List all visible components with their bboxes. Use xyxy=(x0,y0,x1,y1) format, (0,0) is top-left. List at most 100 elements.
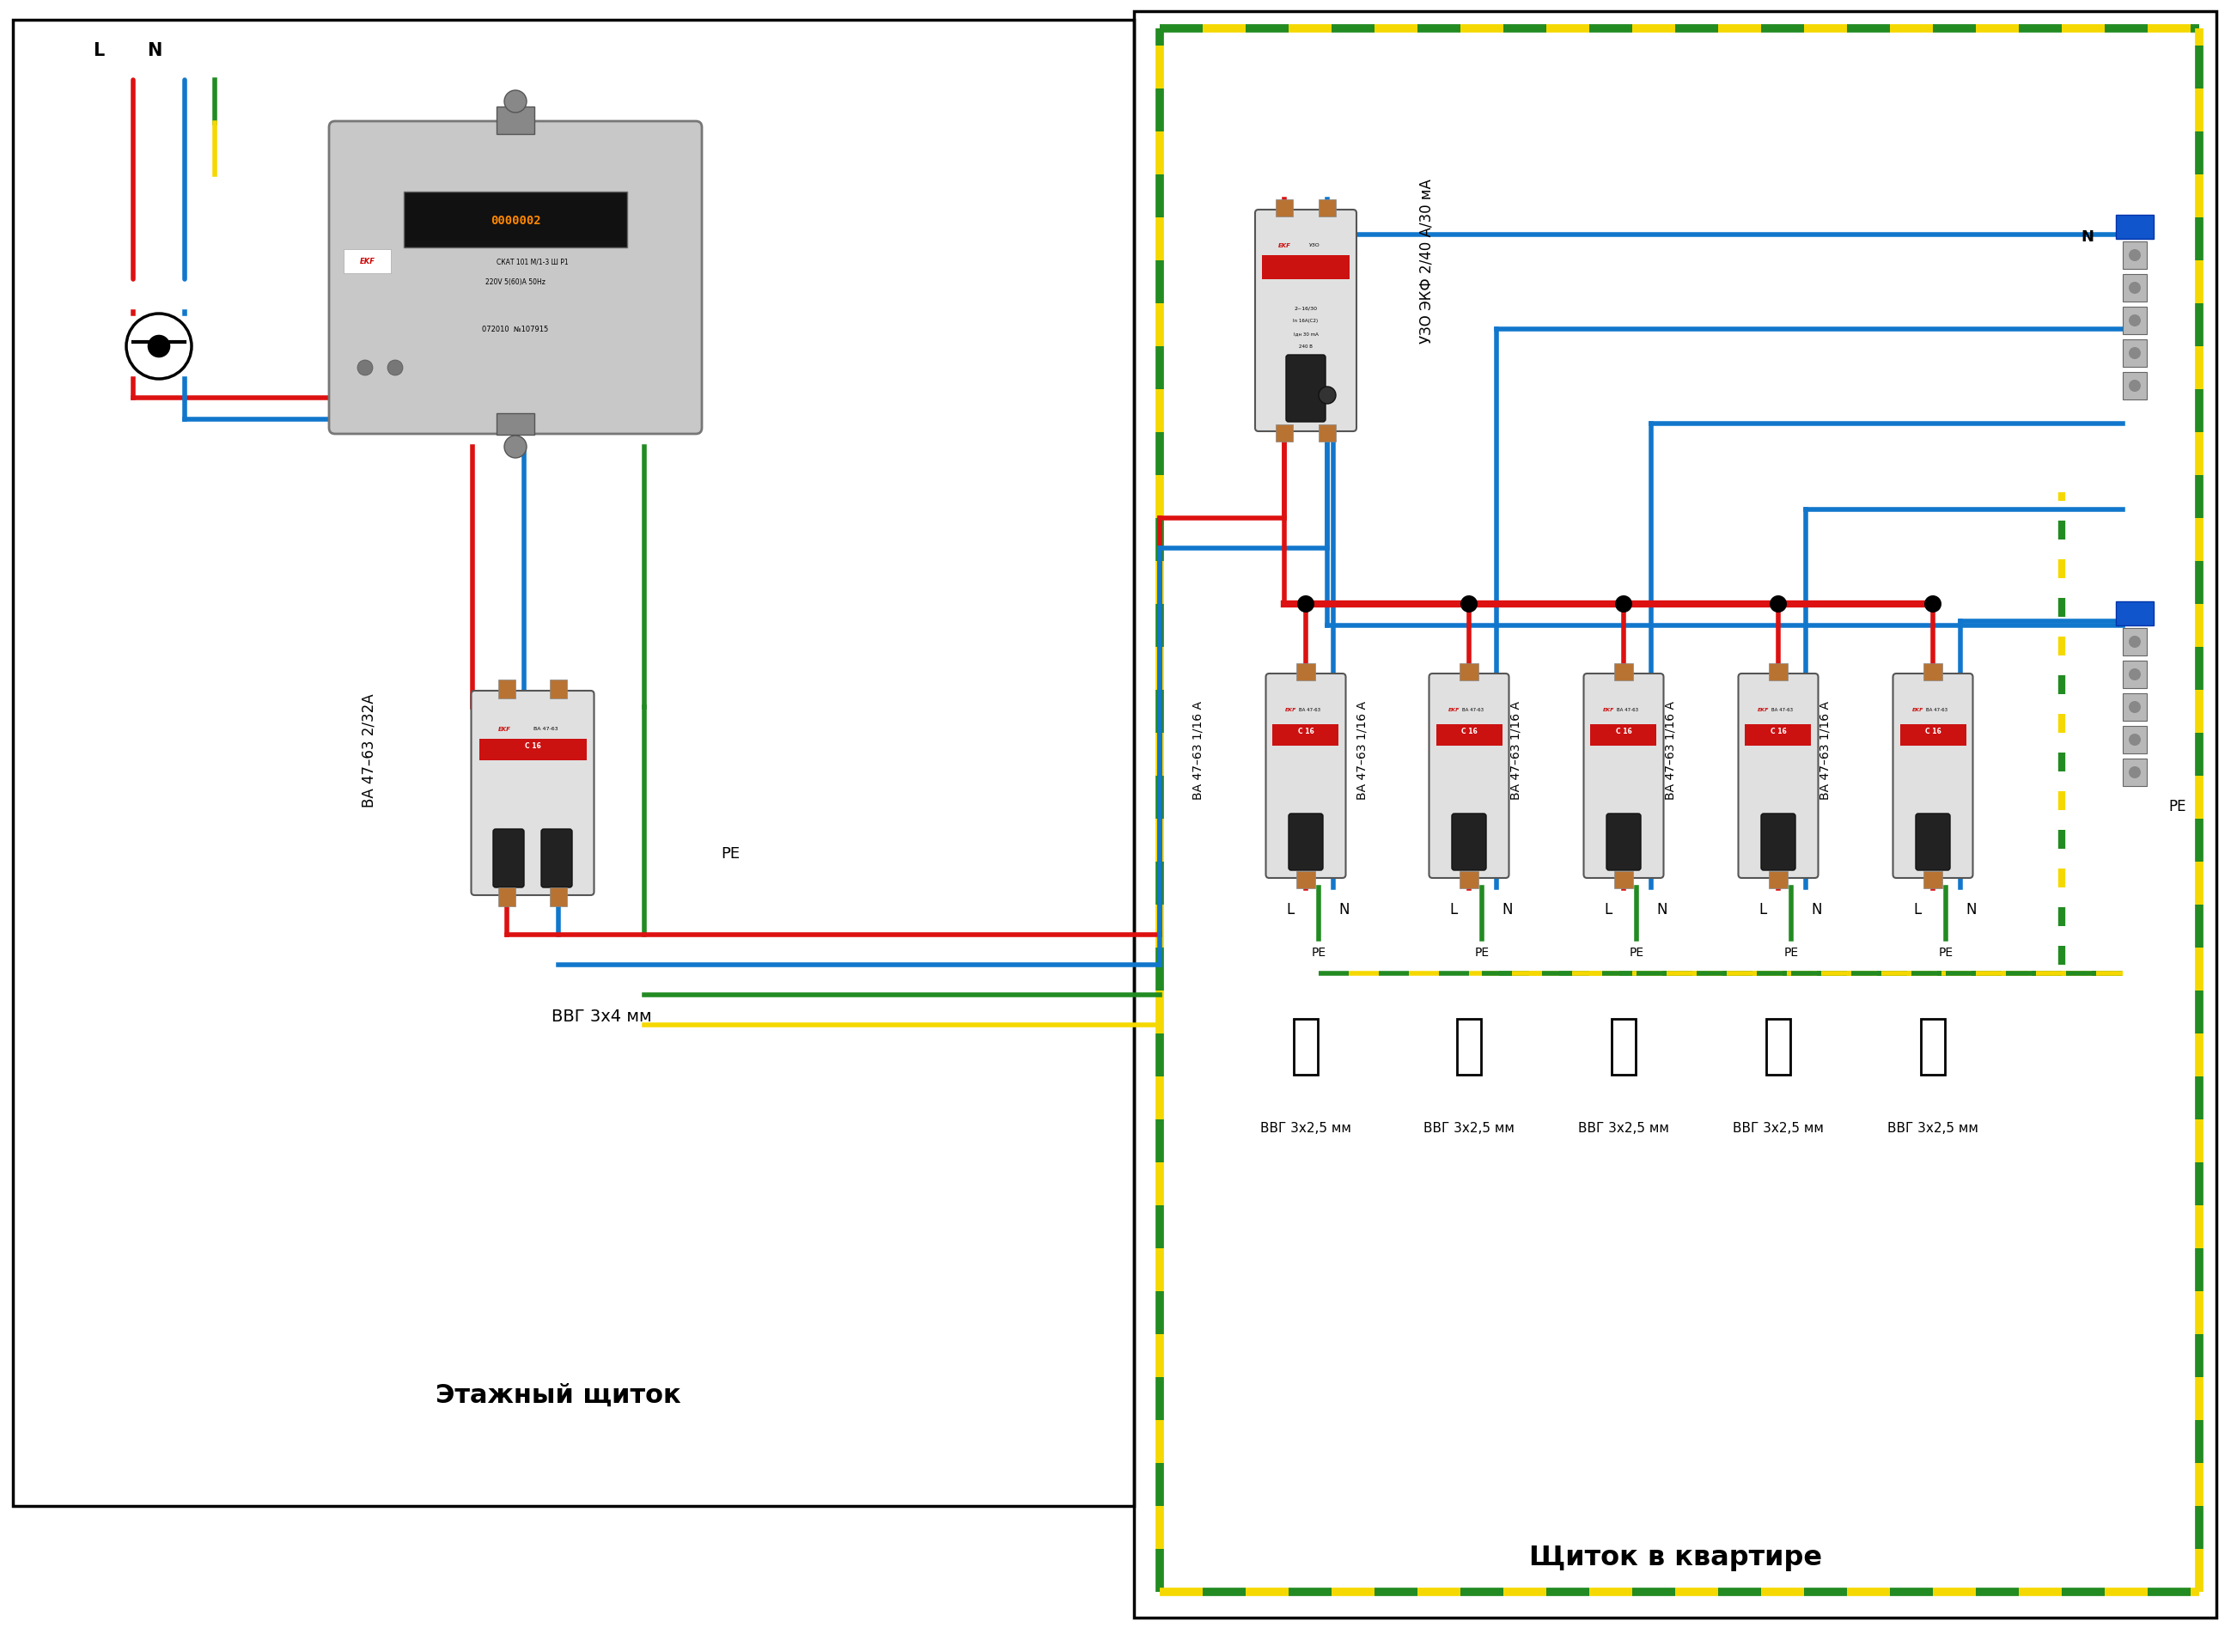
Bar xyxy=(1134,12,2217,1617)
Text: N: N xyxy=(148,41,161,59)
Bar xyxy=(499,887,515,907)
Text: In 16A(C2): In 16A(C2) xyxy=(1293,319,1318,324)
Text: L: L xyxy=(1913,902,1922,917)
Text: ВВГ 3х2,5 мм: ВВГ 3х2,5 мм xyxy=(1259,1122,1351,1135)
Circle shape xyxy=(2130,282,2141,294)
Bar xyxy=(1924,664,1942,681)
Circle shape xyxy=(1924,596,1942,613)
Circle shape xyxy=(1615,596,1633,613)
Bar xyxy=(344,249,391,274)
Text: ВА 47-63: ВА 47-63 xyxy=(1772,707,1794,712)
Circle shape xyxy=(2130,733,2141,747)
FancyBboxPatch shape xyxy=(1429,674,1510,879)
Text: C 16: C 16 xyxy=(1297,727,1313,735)
Bar xyxy=(2123,758,2148,786)
Text: Iдн 30 mA: Iдн 30 mA xyxy=(1293,332,1318,335)
Bar xyxy=(1924,872,1942,889)
Text: ВВГ 3х2,5 мм: ВВГ 3х2,5 мм xyxy=(1423,1122,1514,1135)
FancyBboxPatch shape xyxy=(1584,674,1664,879)
Text: C 16: C 16 xyxy=(523,742,541,750)
Bar xyxy=(1459,872,1479,889)
Bar xyxy=(1318,425,1335,443)
Text: C 16: C 16 xyxy=(1461,727,1476,735)
Text: PE: PE xyxy=(1783,947,1799,958)
Bar xyxy=(1615,664,1633,681)
Bar xyxy=(2116,601,2154,626)
Bar xyxy=(2123,274,2148,302)
Bar xyxy=(1275,200,1293,216)
Bar xyxy=(2123,628,2148,656)
Bar xyxy=(1745,725,1812,747)
FancyBboxPatch shape xyxy=(1286,355,1327,423)
Bar xyxy=(550,681,566,699)
FancyBboxPatch shape xyxy=(1255,210,1356,431)
Text: EKF: EKF xyxy=(1913,707,1924,712)
Text: ВА 47–63 1/16 А: ВА 47–63 1/16 А xyxy=(1819,700,1832,800)
Text: EKF: EKF xyxy=(1277,243,1291,248)
Text: ВА 47–63 1/16 А: ВА 47–63 1/16 А xyxy=(1664,700,1678,800)
Text: PE: PE xyxy=(720,846,740,861)
Text: N: N xyxy=(1812,902,1823,917)
FancyBboxPatch shape xyxy=(541,829,573,887)
Bar xyxy=(1295,664,1315,681)
Text: ВА 47–63 1/16 А: ВА 47–63 1/16 А xyxy=(1192,700,1204,800)
Bar xyxy=(1275,425,1293,443)
FancyBboxPatch shape xyxy=(1893,674,1973,879)
Bar xyxy=(550,887,566,907)
Circle shape xyxy=(2130,249,2141,263)
FancyBboxPatch shape xyxy=(472,691,595,895)
Circle shape xyxy=(2130,702,2141,714)
Text: L: L xyxy=(94,41,105,59)
Text: Щиток в квартире: Щиток в квартире xyxy=(1528,1545,1821,1571)
Text: ВВГ 3х4 мм: ВВГ 3х4 мм xyxy=(550,1008,651,1024)
Bar xyxy=(1295,872,1315,889)
Text: ВВГ 3х2,5 мм: ВВГ 3х2,5 мм xyxy=(1577,1122,1669,1135)
Text: N: N xyxy=(2080,230,2094,244)
Circle shape xyxy=(387,360,403,377)
Text: N: N xyxy=(1658,902,1667,917)
Circle shape xyxy=(2130,316,2141,327)
Bar xyxy=(403,192,626,248)
Text: L: L xyxy=(1450,902,1459,917)
Circle shape xyxy=(148,335,170,358)
Circle shape xyxy=(358,360,374,377)
Text: 0000002: 0000002 xyxy=(490,215,541,226)
FancyBboxPatch shape xyxy=(1915,814,1951,871)
Circle shape xyxy=(125,314,192,380)
Bar xyxy=(2123,661,2148,689)
Text: ВА 47–63 1/16 А: ВА 47–63 1/16 А xyxy=(1510,700,1521,800)
Text: ВА 47-63: ВА 47-63 xyxy=(1617,707,1640,712)
Bar xyxy=(2123,694,2148,722)
Circle shape xyxy=(1297,596,1315,613)
Text: PE: PE xyxy=(1474,947,1490,958)
Text: L: L xyxy=(1604,902,1613,917)
Text: PE: PE xyxy=(2170,798,2186,814)
Bar xyxy=(1459,664,1479,681)
FancyBboxPatch shape xyxy=(329,122,702,434)
Circle shape xyxy=(2130,669,2141,681)
Bar xyxy=(1769,664,1787,681)
Text: PE: PE xyxy=(1629,947,1644,958)
Text: ВВГ 3х2,5 мм: ВВГ 3х2,5 мм xyxy=(1888,1122,1978,1135)
Text: СКАТ 101 М/1-3 Ш Р1: СКАТ 101 М/1-3 Ш Р1 xyxy=(497,258,568,266)
Bar xyxy=(2123,727,2148,753)
Text: 2~16/30: 2~16/30 xyxy=(1295,306,1318,311)
Text: PE: PE xyxy=(1939,947,1953,958)
Text: ВА 47-63: ВА 47-63 xyxy=(1926,707,1948,712)
Circle shape xyxy=(1318,387,1335,405)
FancyBboxPatch shape xyxy=(1606,814,1640,871)
Text: ВА 47-63: ВА 47-63 xyxy=(532,727,557,732)
Bar xyxy=(2123,373,2148,400)
Circle shape xyxy=(503,436,526,459)
Bar xyxy=(2116,215,2154,240)
Bar xyxy=(1436,725,1501,747)
Text: ВА 47-63: ВА 47-63 xyxy=(1300,707,1320,712)
Bar xyxy=(1273,725,1340,747)
Bar xyxy=(1767,1019,1790,1074)
Bar xyxy=(1318,200,1335,216)
Circle shape xyxy=(503,91,526,114)
Text: EKF: EKF xyxy=(499,727,510,732)
Text: 220V 5(60)A 50Hz: 220V 5(60)A 50Hz xyxy=(485,279,546,286)
Bar xyxy=(499,681,515,699)
Text: C 16: C 16 xyxy=(1924,727,1942,735)
